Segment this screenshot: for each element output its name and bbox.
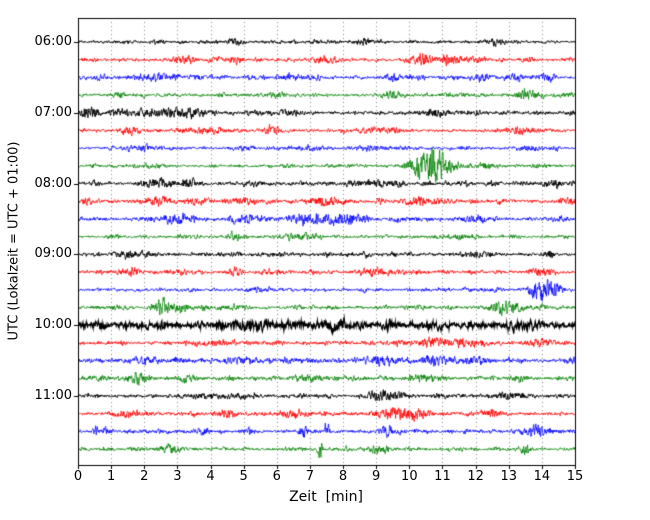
y-tick-label: 07:00 (34, 104, 72, 120)
x-tick-label: 4 (206, 469, 215, 484)
x-tick-label: 0 (73, 469, 83, 484)
y-tick-label: 10:00 (34, 317, 72, 333)
x-tick-label: 5 (239, 469, 248, 484)
y-tick-label: 11:00 (34, 388, 72, 403)
x-tick-label: 12 (467, 469, 484, 484)
x-tick-label: 13 (500, 469, 517, 484)
x-tick-label: 8 (338, 469, 348, 484)
x-tick-label: 14 (533, 469, 551, 484)
x-tick-label: 6 (272, 469, 281, 484)
x-tick-label: 3 (173, 469, 182, 484)
x-tick-label: 15 (566, 469, 584, 484)
y-tick-label: 08:00 (34, 175, 72, 191)
x-tick-label: 11 (434, 469, 451, 484)
x-tick-label: 2 (140, 469, 149, 484)
x-tick-label: 1 (106, 469, 116, 484)
y-axis-label: UTC (Lokalzeit = UTC + 01:00) (6, 141, 22, 341)
y-tick-label: 06:00 (34, 34, 72, 49)
x-tick-label: 10 (401, 469, 418, 484)
x-axis-label: Zeit [min] (289, 489, 363, 505)
x-tick-label: 7 (305, 469, 315, 484)
y-tick-label: 09:00 (34, 246, 72, 262)
x-tick-label: 9 (372, 469, 381, 484)
